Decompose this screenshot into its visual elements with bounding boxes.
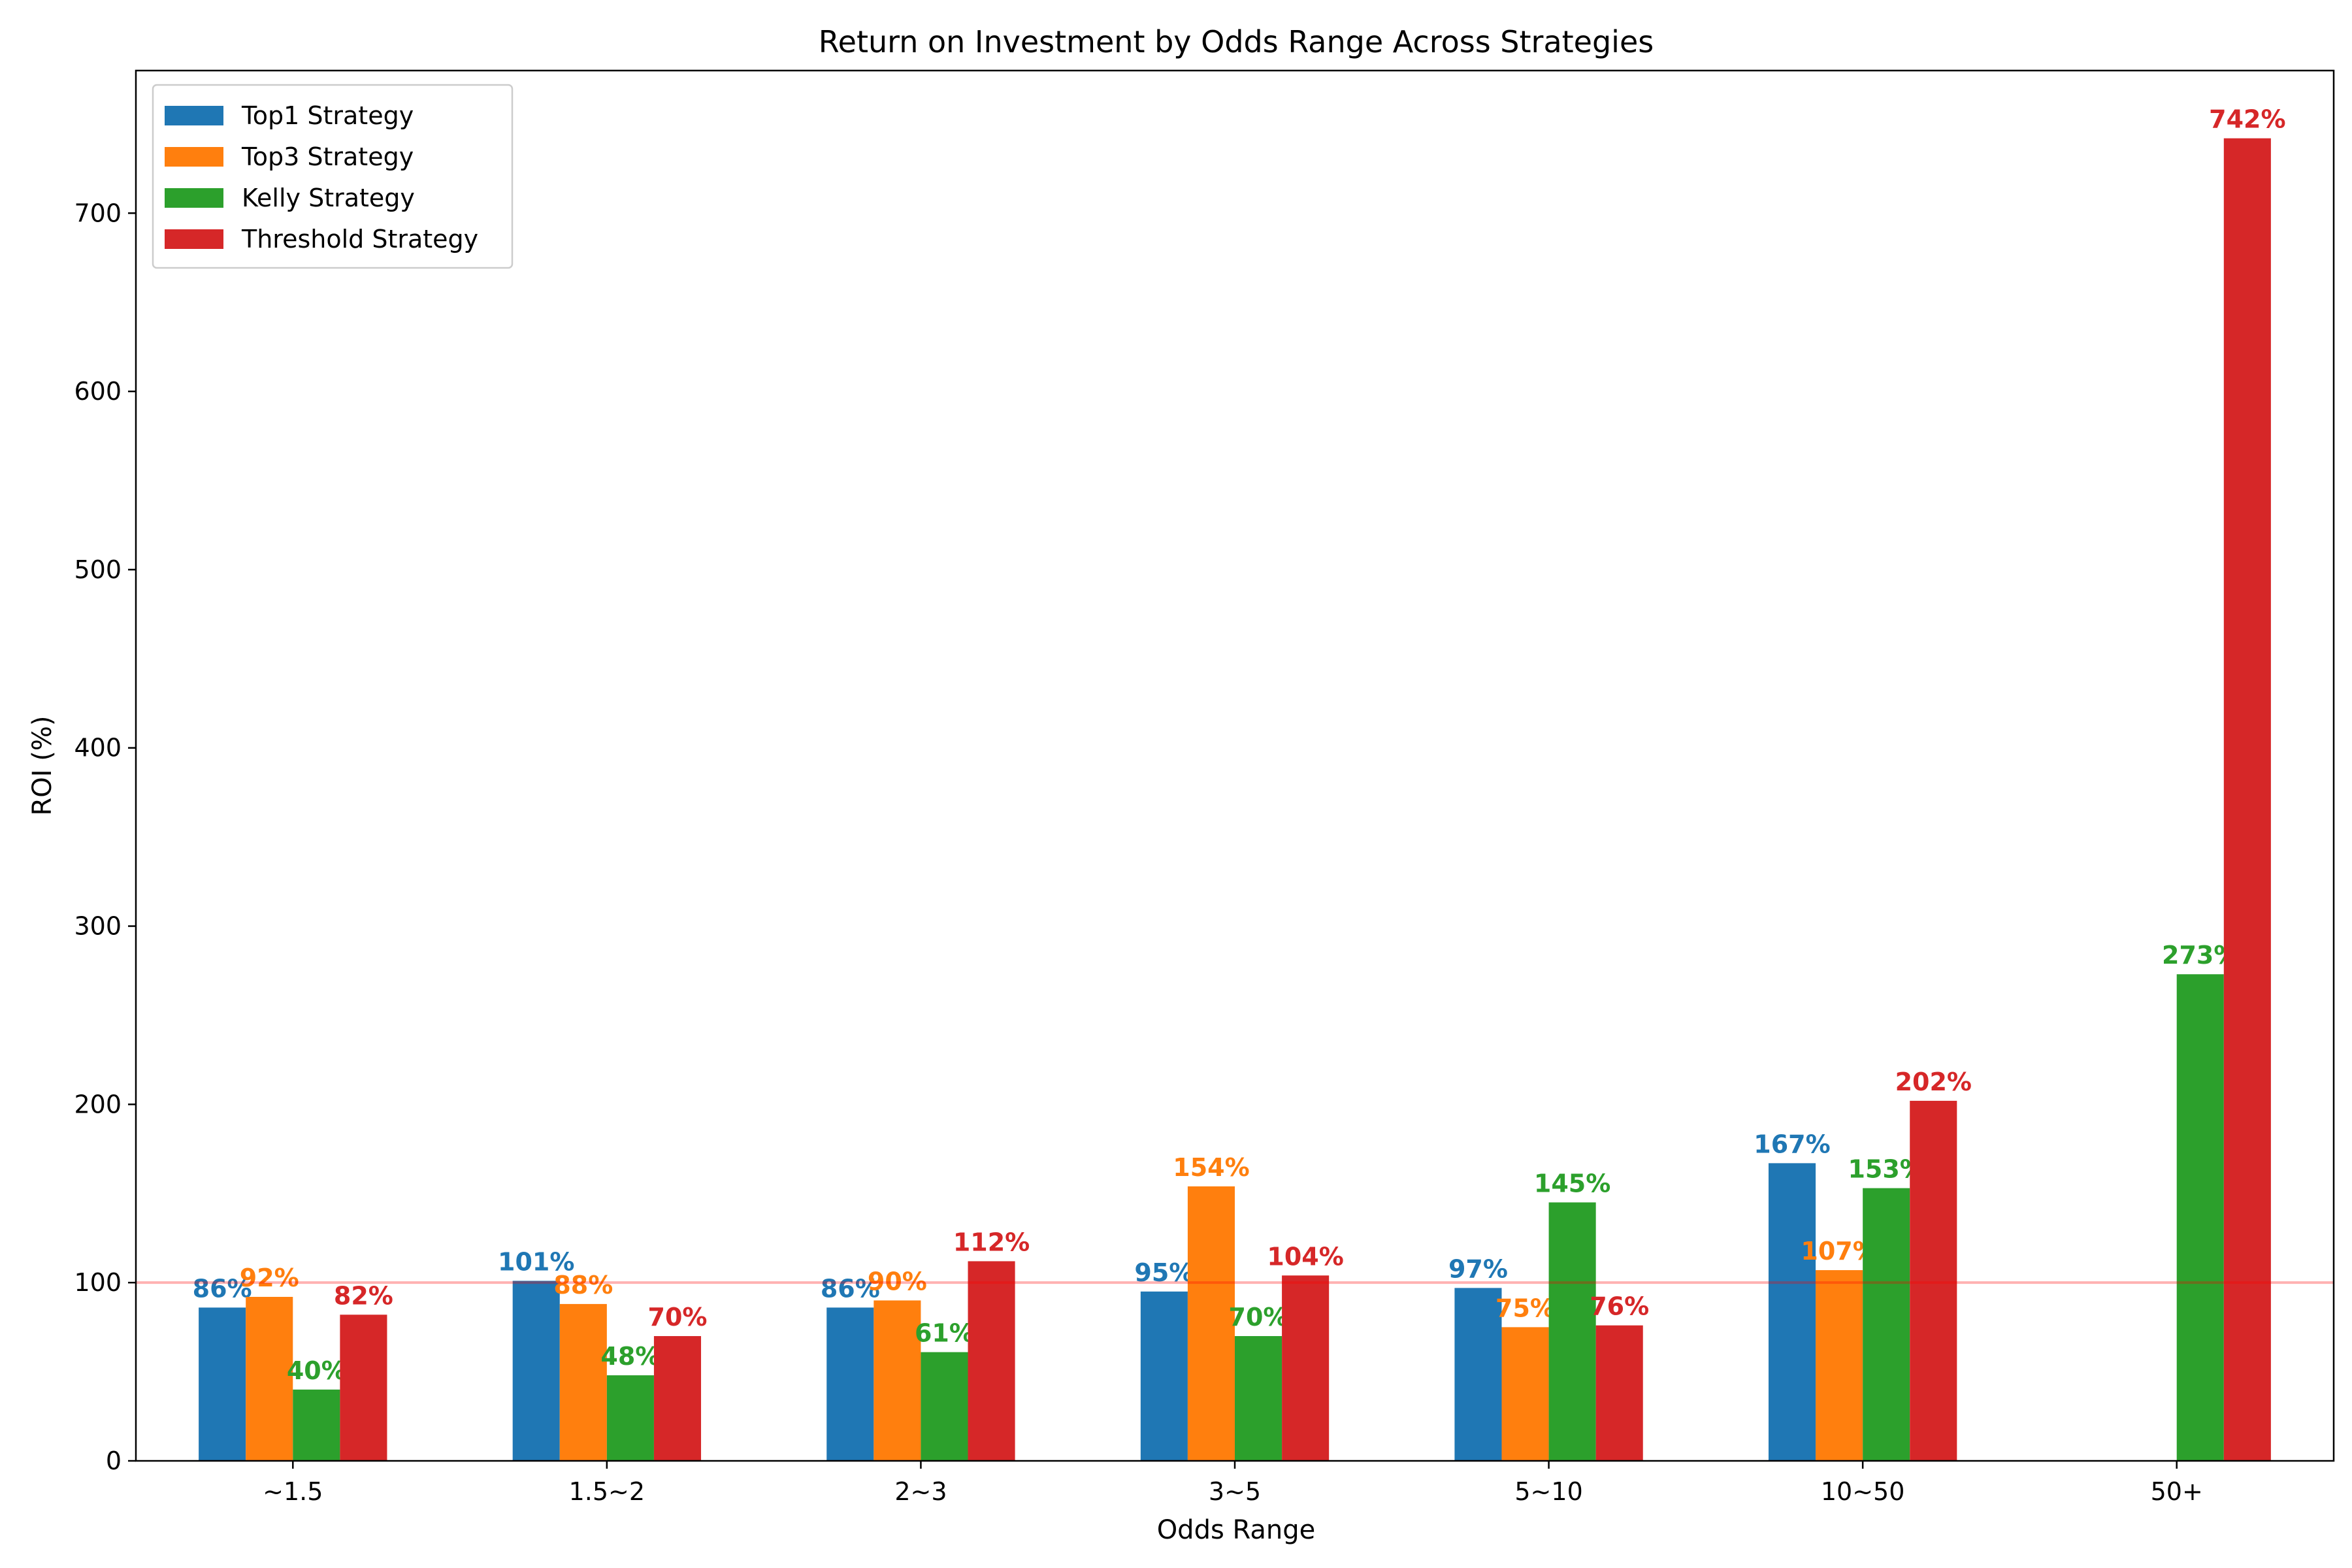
bar-value-label: 92% xyxy=(240,1264,299,1292)
bar-value-label: 40% xyxy=(287,1356,346,1385)
legend-label: Top3 Strategy xyxy=(241,142,414,171)
bar-value-label: 112% xyxy=(953,1228,1030,1256)
bar xyxy=(1235,1336,1282,1461)
bar xyxy=(2176,974,2224,1461)
legend-label: Kelly Strategy xyxy=(242,184,415,212)
bar-value-label: 97% xyxy=(1448,1254,1508,1283)
x-tick-label: 2~3 xyxy=(894,1477,947,1506)
y-tick-label: 100 xyxy=(74,1268,122,1297)
x-tick-label: ~1.5 xyxy=(263,1477,323,1506)
bar xyxy=(874,1300,921,1461)
x-axis-title: Odds Range xyxy=(1157,1515,1316,1545)
bar-value-label: 70% xyxy=(648,1303,708,1331)
y-tick-label: 700 xyxy=(74,199,122,227)
bar-value-label: 104% xyxy=(1267,1242,1343,1271)
bar xyxy=(1910,1100,1957,1461)
bar-value-label: 88% xyxy=(553,1271,613,1299)
bar-value-label: 86% xyxy=(821,1274,880,1303)
bar xyxy=(2223,138,2271,1462)
legend-swatch xyxy=(165,106,223,125)
bar-value-label: 48% xyxy=(600,1342,660,1371)
bar-value-label: 145% xyxy=(1534,1169,1610,1198)
bar xyxy=(340,1315,387,1461)
bar xyxy=(199,1307,246,1461)
bar xyxy=(606,1375,654,1461)
bar-value-label: 90% xyxy=(868,1267,927,1296)
bar-value-label: 154% xyxy=(1173,1153,1249,1182)
y-tick-label: 600 xyxy=(74,377,122,406)
bar xyxy=(968,1261,1015,1461)
legend-label: Top1 Strategy xyxy=(241,101,414,130)
x-tick-label: 3~5 xyxy=(1209,1477,1261,1506)
y-tick-label: 300 xyxy=(74,912,122,941)
bar xyxy=(1816,1270,1863,1461)
x-tick-label: 1.5~2 xyxy=(569,1477,645,1506)
bar-value-label: 70% xyxy=(1229,1303,1288,1331)
x-tick-label: 10~50 xyxy=(1821,1477,1905,1506)
bar xyxy=(1501,1327,1549,1461)
bar xyxy=(559,1303,607,1461)
bar xyxy=(1768,1163,1816,1461)
y-tick-label: 400 xyxy=(74,734,122,762)
legend-swatch xyxy=(165,188,223,208)
legend-swatch xyxy=(165,229,223,249)
y-tick-label: 500 xyxy=(74,555,122,584)
bar-value-label: 95% xyxy=(1134,1258,1194,1287)
bar-value-label: 75% xyxy=(1495,1294,1555,1322)
chart-title: Return on Investment by Odds Range Acros… xyxy=(819,24,1654,59)
bar-value-label: 82% xyxy=(334,1281,393,1310)
y-tick-label: 0 xyxy=(106,1446,122,1475)
legend-box xyxy=(152,84,514,269)
x-tick-label: 5~10 xyxy=(1514,1477,1582,1506)
bar-value-label: 742% xyxy=(2209,105,2285,134)
bar xyxy=(1863,1188,1910,1461)
x-tick-label: 50+ xyxy=(2151,1477,2203,1506)
bar xyxy=(1548,1202,1596,1461)
bar xyxy=(1595,1325,1643,1461)
legend-swatch xyxy=(165,147,223,167)
bar-value-label: 61% xyxy=(915,1319,974,1348)
bar xyxy=(1140,1291,1188,1461)
bar xyxy=(512,1281,560,1461)
bar-value-label: 86% xyxy=(193,1274,252,1303)
bar xyxy=(826,1307,874,1461)
y-tick-label: 200 xyxy=(74,1090,122,1119)
legend-label: Threshold Strategy xyxy=(241,225,478,253)
bar-value-label: 202% xyxy=(1895,1068,1972,1096)
bar xyxy=(1187,1186,1235,1461)
bar xyxy=(921,1352,968,1461)
bar xyxy=(1282,1275,1330,1461)
bar xyxy=(1454,1288,1502,1461)
y-axis-title: ROI (%) xyxy=(27,715,57,815)
bar-value-label: 76% xyxy=(1590,1292,1649,1321)
bar xyxy=(246,1297,293,1461)
bar xyxy=(293,1389,340,1461)
bar-value-label: 101% xyxy=(498,1247,574,1276)
bar-value-label: 167% xyxy=(1754,1130,1830,1158)
bar xyxy=(653,1336,702,1461)
